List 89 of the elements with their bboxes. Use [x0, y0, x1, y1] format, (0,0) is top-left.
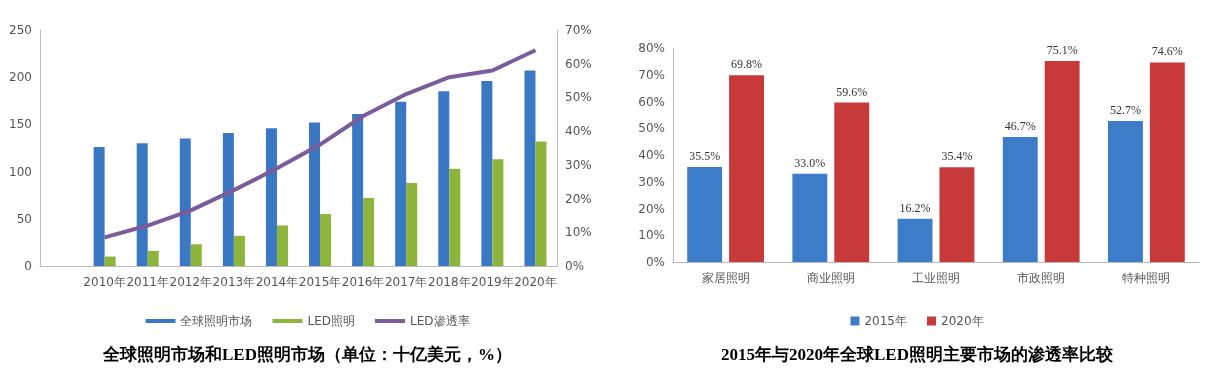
y-tick-label: 70%: [638, 67, 665, 82]
y-tick-label: 50: [16, 211, 32, 226]
bar: [535, 141, 547, 266]
data-label: 69.8%: [731, 57, 763, 72]
line-series: [102, 48, 538, 240]
x-tick-label: 市政照明: [1017, 271, 1066, 285]
bar: [438, 91, 450, 266]
x-tick-label: 2020年: [514, 275, 557, 289]
x-tick-label: 2012年: [169, 275, 213, 289]
y2-tick-label: 40%: [565, 124, 592, 139]
bar: [939, 167, 975, 262]
bar: [1149, 62, 1185, 262]
y-tick-label: 20%: [638, 201, 665, 216]
x-tick-label: 2015年: [298, 275, 342, 289]
data-label: 35.5%: [689, 149, 721, 164]
bar: [792, 173, 828, 262]
bar: [1002, 137, 1038, 262]
y2-tick-label: 50%: [565, 90, 592, 105]
bar: [320, 214, 332, 266]
legend-label: 2020年: [941, 314, 984, 328]
bar: [449, 168, 461, 266]
x-tick-label: 家居照明: [701, 271, 750, 285]
legend-label: 全球照明市场: [180, 314, 253, 328]
bar: [233, 235, 245, 266]
y-tick-label: 200: [9, 70, 32, 85]
bar: [1044, 61, 1080, 262]
y-tick-label: 40%: [638, 148, 665, 162]
y-tick-label: 60%: [638, 94, 665, 109]
y-tick-label: 30%: [638, 174, 665, 189]
x-tick-label: 2019年: [471, 275, 514, 289]
bar: [834, 102, 870, 262]
legend-label: 2015年: [864, 314, 908, 328]
data-label: 59.6%: [836, 84, 868, 99]
x-tick-label: 2014年: [255, 275, 299, 289]
x-tick-label: 2018年: [428, 275, 471, 289]
bar: [687, 167, 723, 262]
y-tick-label: 10%: [638, 228, 665, 243]
text: 全球照明市场和LED照明市场（单位：十亿美元，%）: [102, 345, 512, 364]
x-tick-label: 商业照明: [806, 271, 855, 285]
y-tick-label: 50%: [638, 121, 665, 136]
y-tick-label: 0%: [645, 255, 665, 269]
bar: [524, 70, 536, 266]
bar: [352, 114, 364, 266]
bar: [481, 80, 493, 266]
data-label: 16.2%: [899, 200, 931, 215]
bar: [104, 256, 116, 266]
text: 2015年与2020年全球LED照明主要市场的渗透率比较: [721, 345, 1114, 364]
data-label: 33.0%: [794, 155, 826, 170]
x-tick-label: 工业照明: [912, 271, 960, 285]
y-tick-label: 150: [9, 117, 32, 132]
bar: [395, 101, 407, 266]
bar: [492, 159, 504, 266]
bar: [265, 128, 277, 266]
y2-tick-label: 30%: [565, 157, 592, 172]
y2-tick-label: 20%: [565, 191, 592, 206]
y-tick-label: 100: [9, 164, 32, 179]
y-tick-label: 250: [9, 23, 32, 37]
bar: [729, 75, 764, 262]
bar: [147, 250, 159, 266]
y2-tick-label: 0%: [565, 259, 585, 273]
x-tick-label: 2013年: [212, 275, 256, 289]
data-label: 74.6%: [1151, 44, 1183, 59]
bar: [406, 182, 418, 266]
y-tick-label: 0: [24, 259, 32, 273]
y2-tick-label: 60%: [565, 56, 592, 71]
bar: [222, 132, 234, 266]
x-tick-label: 2011年: [126, 275, 169, 289]
bar: [363, 198, 375, 266]
y2-tick-label: 10%: [565, 225, 592, 240]
bar: [276, 225, 288, 266]
data-label: 75.1%: [1046, 43, 1078, 58]
legend-label: LED照明: [307, 314, 356, 328]
data-label: 35.4%: [941, 149, 973, 164]
bar: [897, 218, 933, 262]
bar: [1108, 121, 1143, 262]
x-tick-label: 2016年: [341, 275, 385, 289]
bar: [136, 143, 148, 266]
bar: [93, 147, 105, 266]
x-tick-label: 2010年: [83, 275, 126, 289]
x-tick-label: 2017年: [384, 275, 428, 289]
x-tick-label: 特种照明: [1122, 271, 1171, 285]
legend-label: LED渗透率: [410, 314, 470, 328]
data-label: 46.7%: [1004, 119, 1036, 134]
y2-tick-label: 70%: [565, 23, 592, 37]
bar: [179, 138, 191, 266]
bar: [190, 244, 202, 266]
data-label: 52.7%: [1109, 103, 1141, 118]
bar: [309, 122, 321, 266]
y-tick-label: 80%: [638, 41, 665, 55]
